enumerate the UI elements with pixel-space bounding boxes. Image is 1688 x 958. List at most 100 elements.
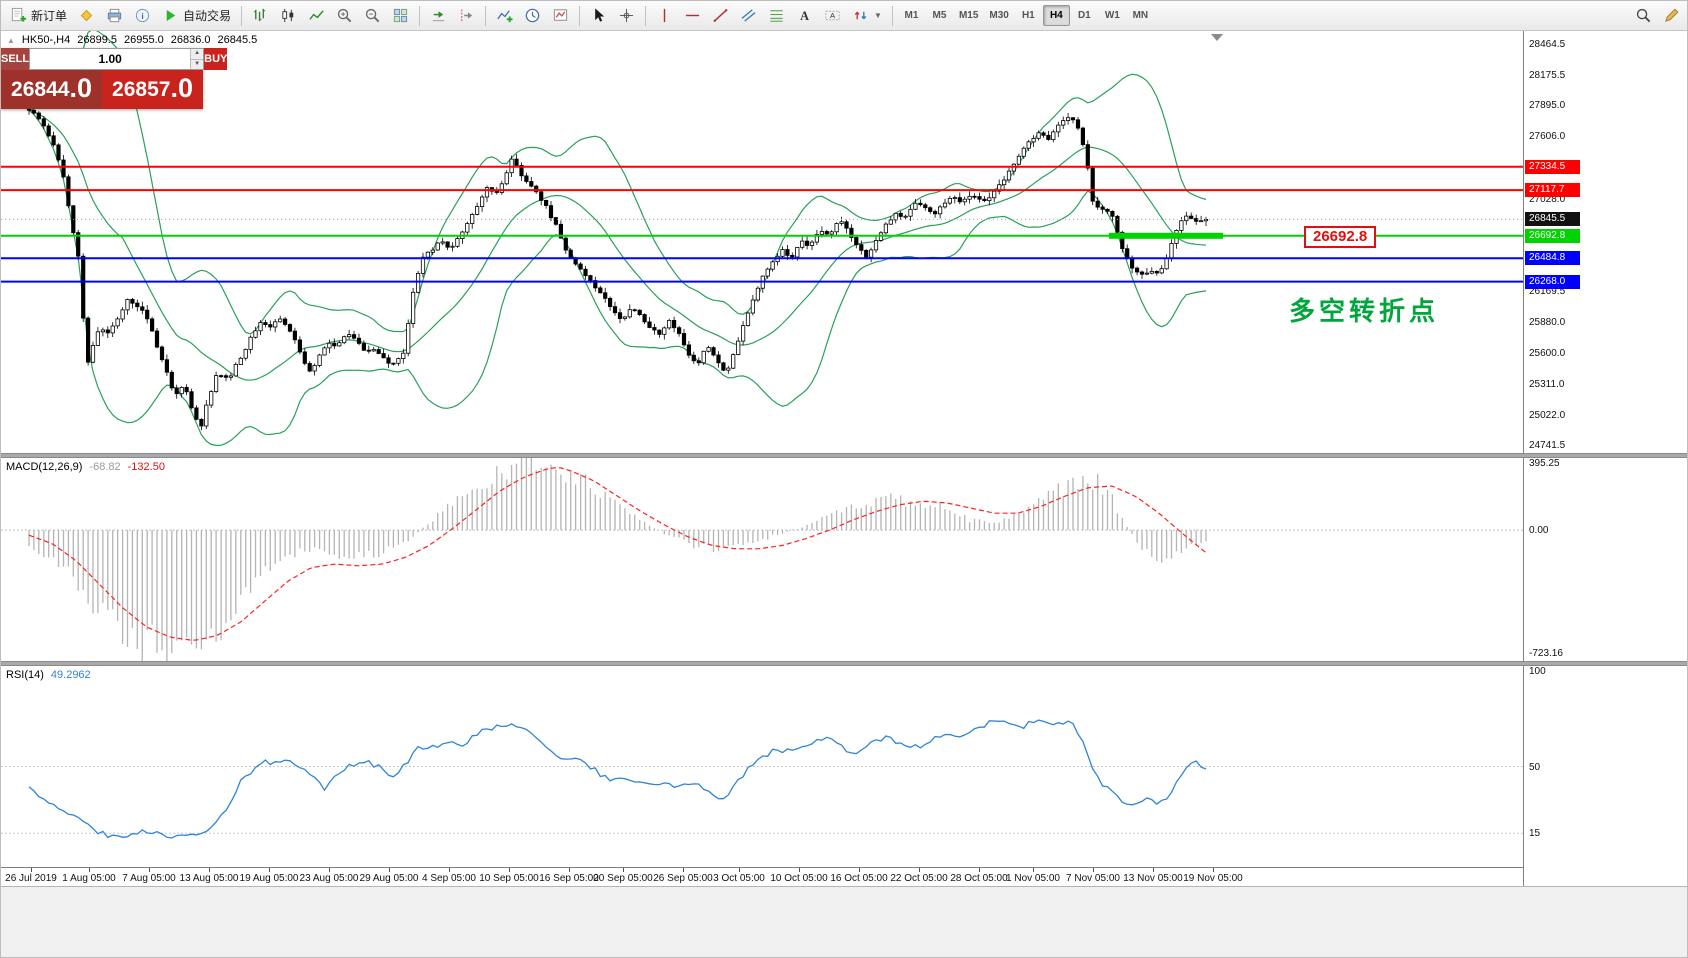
scroll-marker-icon: ▲ <box>7 35 15 45</box>
timeframe-m15[interactable]: M15 <box>958 10 979 21</box>
search-icon <box>1635 7 1652 24</box>
new-order-icon <box>10 7 27 24</box>
channel-button[interactable] <box>735 4 762 28</box>
time-label: 22 Oct 05:00 <box>890 873 948 884</box>
zoom-out-button[interactable] <box>359 4 386 28</box>
trendline-button[interactable] <box>707 4 734 28</box>
sell-price-button[interactable]: 26844 .0 <box>1 70 102 109</box>
low-value: 26836.0 <box>170 34 211 46</box>
axis-label: 25311.0 <box>1529 378 1565 390</box>
time-tick <box>1033 868 1034 872</box>
time-axis[interactable]: 26 Jul 2019 1 Aug 05:00 7 Aug 05:00 13 Aug … <box>1 867 1523 886</box>
new-order-button[interactable]: 新订单 <box>5 4 72 28</box>
stepper-up-icon[interactable]: ▲ <box>191 49 204 59</box>
buy-price-fraction: .0 <box>170 73 193 103</box>
new-order-label: 新订单 <box>31 9 68 23</box>
auto-scroll-icon <box>430 7 447 24</box>
horizontal-line-button[interactable] <box>679 4 706 28</box>
time-tick <box>89 868 90 872</box>
buy-price: 26857 <box>112 78 171 101</box>
pencil-icon <box>1663 7 1680 24</box>
macd-chart-canvas[interactable] <box>1 458 1523 661</box>
sell-label[interactable]: SELL <box>1 48 30 70</box>
crosshair-icon <box>618 7 635 24</box>
buy-label[interactable]: BUY <box>204 48 228 70</box>
cursor-button[interactable] <box>585 4 612 28</box>
macd-panel-splitter[interactable] <box>1 453 1687 458</box>
svg-text:A: A <box>800 9 809 23</box>
fibonacci-button[interactable] <box>763 4 790 28</box>
rsi-chart-canvas[interactable] <box>1 666 1523 867</box>
symbol-ohlc-header: ▲ HK50-,H4 26899.5 26955.0 26836.0 26845… <box>7 34 257 46</box>
one-click-trading-panel: SELL ▲ ▼ BUY 26844 .0 26857 .0 <box>1 48 228 109</box>
fibonacci-icon <box>768 7 785 24</box>
timeframe-m5[interactable]: M5 <box>932 10 947 21</box>
symbol-label: HK50-,H4 <box>21 34 71 46</box>
text-label-icon: A <box>824 7 841 24</box>
timeframe-d1[interactable]: D1 <box>1077 10 1091 21</box>
bar-chart-icon <box>252 7 269 24</box>
axis-label: 100 <box>1529 666 1546 677</box>
axis-label: 25880.0 <box>1529 317 1566 329</box>
info-button[interactable]: i <box>129 4 156 28</box>
stepper-down-icon[interactable]: ▼ <box>191 58 204 69</box>
bar-chart-button[interactable] <box>247 4 274 28</box>
chevron-down-icon: ▼ <box>874 11 882 20</box>
templates-button[interactable] <box>547 4 574 28</box>
zoom-out-icon <box>364 7 381 24</box>
auto-trading-button[interactable]: 自动交易 <box>157 4 236 28</box>
time-label: 13 Nov 05:00 <box>1123 873 1183 884</box>
auto-scroll-button[interactable] <box>425 4 452 28</box>
print-button[interactable] <box>101 4 128 28</box>
axis-label: 0.00 <box>1529 525 1549 537</box>
timeframe-m30[interactable]: M30 <box>989 10 1009 21</box>
indicators-button[interactable] <box>491 4 518 28</box>
edit-button[interactable] <box>1658 4 1685 28</box>
time-label: 7 Aug 05:00 <box>122 873 176 884</box>
time-label: 10 Oct 05:00 <box>770 873 828 884</box>
main-toolbar: 新订单 i 自动交易 A A ▼ <box>1 1 1687 31</box>
timeframe-w1[interactable]: W1 <box>1104 10 1120 21</box>
time-tick <box>799 868 800 872</box>
periods-button[interactable] <box>519 4 546 28</box>
price-axis[interactable]: 28464.5 28175.5 27895.0 27606.0 27028.0 26169… <box>1523 31 1687 886</box>
chart-shift-icon <box>458 7 475 24</box>
svg-text:A: A <box>830 11 836 20</box>
main-chart-canvas[interactable] <box>1 31 1523 453</box>
buy-price-button[interactable]: 26857 .0 <box>102 70 203 109</box>
timeframe-h1[interactable]: H1 <box>1021 10 1035 21</box>
metaeditor-icon <box>78 7 95 24</box>
svg-text:i: i <box>141 11 143 21</box>
search-button[interactable] <box>1630 4 1657 28</box>
timeframe-mn[interactable]: MN <box>1132 10 1149 21</box>
crosshair-button[interactable] <box>613 4 640 28</box>
axis-label: 395.25 <box>1529 458 1560 469</box>
line-chart-button[interactable] <box>303 4 330 28</box>
tile-windows-button[interactable] <box>387 4 414 28</box>
zoom-in-icon <box>336 7 353 24</box>
time-label: 19 Aug 05:00 <box>239 873 299 884</box>
timeframe-h4[interactable]: H4 <box>1042 5 1070 26</box>
axis-label: 28464.5 <box>1529 39 1566 50</box>
volume-stepper[interactable]: ▲ ▼ <box>190 49 204 69</box>
time-label: 23 Aug 05:00 <box>299 873 359 884</box>
toolbar-separator <box>419 5 421 26</box>
macd-indicator-header: MACD(12,26,9) -68.82 -132.50 <box>6 461 165 473</box>
volume-input[interactable] <box>30 49 191 69</box>
text-button[interactable]: A <box>791 4 818 28</box>
candlestick-chart-button[interactable] <box>275 4 302 28</box>
clock-icon <box>524 7 541 24</box>
rsi-value: 49.2962 <box>50 669 91 681</box>
timeframe-m1[interactable]: M1 <box>904 10 919 21</box>
metaeditor-button[interactable] <box>73 4 100 28</box>
arrows-button[interactable]: ▼ <box>847 4 887 28</box>
indicators-icon <box>496 7 513 24</box>
zoom-in-button[interactable] <box>331 4 358 28</box>
play-icon <box>162 7 179 24</box>
rsi-panel-splitter[interactable] <box>1 661 1687 666</box>
vertical-line-button[interactable] <box>651 4 678 28</box>
sell-price: 26844 <box>11 78 70 101</box>
axis-label: 25600.0 <box>1529 347 1566 359</box>
chart-shift-button[interactable] <box>453 4 480 28</box>
text-label-button[interactable]: A <box>819 4 846 28</box>
